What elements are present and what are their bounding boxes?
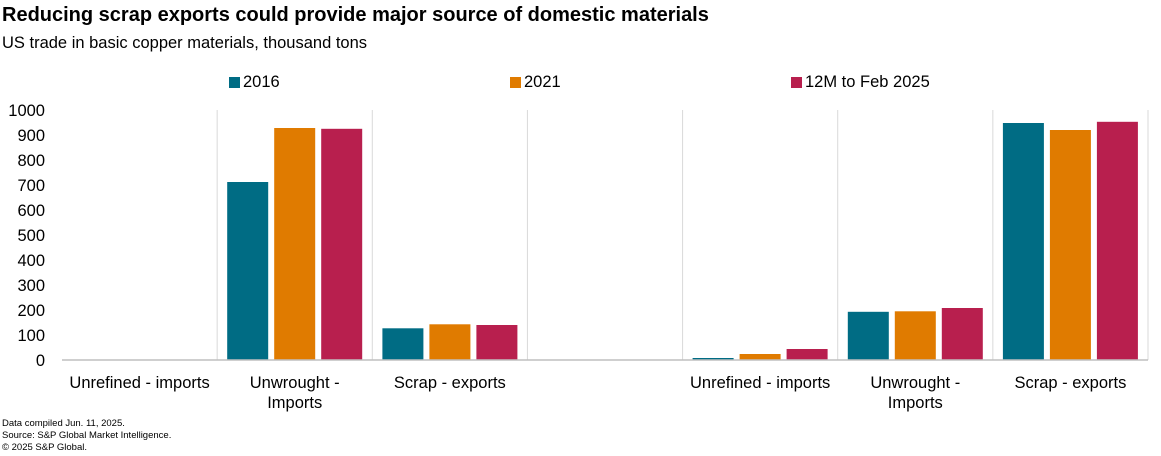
y-tick-label: 800	[17, 152, 45, 170]
bar-2016	[847, 311, 889, 361]
chart-legend: 2016 2021 12M to Feb 2025	[0, 73, 1161, 93]
y-tick-label: 500	[17, 227, 45, 245]
chart-subtitle: US trade in basic copper materials, thou…	[2, 34, 368, 52]
legend-item-12m: 12M to Feb 2025	[791, 73, 930, 92]
bar-2016	[692, 358, 734, 360]
legend-item-2021: 2021	[510, 73, 561, 92]
x-category-label: Unwrought - Imports	[870, 374, 960, 412]
footer-copyright: © 2025 S&P Global.	[2, 442, 87, 453]
x-category-label: Unwrought - Imports	[250, 374, 340, 412]
y-tick-label: 200	[17, 302, 45, 320]
bar-2021	[739, 354, 781, 360]
y-tick-label: 300	[17, 277, 45, 295]
bar-2016	[1002, 123, 1044, 360]
chart-title: Reducing scrap exports could provide maj…	[2, 4, 709, 26]
legend-swatch-12m	[791, 77, 802, 88]
footer-source: Source: S&P Global Market Intelligence.	[2, 430, 172, 441]
y-tick-label: 1000	[8, 102, 45, 120]
x-category-label-line: Unwrought -	[250, 374, 340, 392]
x-category-label: Scrap - exports	[394, 374, 506, 392]
legend-swatch-2016	[229, 77, 240, 88]
bar-2021	[1049, 130, 1091, 360]
x-category-label: Unrefined - imports	[690, 374, 830, 392]
bar-2021	[429, 324, 471, 361]
y-tick-label: 600	[17, 202, 45, 220]
x-category-label-line: Imports	[267, 394, 322, 412]
legend-swatch-2021	[510, 77, 521, 88]
legend-label-2016: 2016	[243, 73, 280, 91]
bar-2021	[894, 311, 936, 361]
y-tick-label: 900	[17, 127, 45, 145]
bar-12m-to-feb-2025	[476, 325, 518, 360]
x-category-label: Unrefined - imports	[69, 374, 209, 392]
bar-12m-to-feb-2025	[786, 349, 828, 360]
x-category-label-line: Unwrought -	[870, 374, 960, 392]
legend-item-2016: 2016	[229, 73, 280, 92]
chart-footer: Data compiled Jun. 11, 2025. Source: S&P…	[2, 418, 171, 454]
bar-12m-to-feb-2025	[1096, 121, 1138, 361]
x-category-label-line: Scrap - exports	[1014, 374, 1126, 392]
footer-date: Data compiled Jun. 11, 2025.	[2, 418, 125, 429]
x-category-label-line: Unrefined - imports	[690, 374, 830, 392]
bar-2016	[382, 328, 424, 361]
x-category-label-line: Unrefined - imports	[69, 374, 209, 392]
x-category-label-line: Imports	[888, 394, 943, 412]
y-tick-label: 0	[36, 352, 45, 370]
x-category-label: Scrap - exports	[1014, 374, 1126, 392]
bar-2021	[274, 128, 316, 360]
y-tick-label: 100	[17, 327, 45, 345]
y-tick-label: 700	[17, 177, 45, 195]
bar-12m-to-feb-2025	[941, 308, 983, 360]
legend-label-2021: 2021	[524, 73, 561, 91]
legend-label-12m: 12M to Feb 2025	[805, 73, 930, 91]
bar-12m-to-feb-2025	[321, 128, 363, 361]
y-tick-label: 400	[17, 252, 45, 270]
bar-2016	[227, 182, 269, 360]
x-category-label-line: Scrap - exports	[394, 374, 506, 392]
